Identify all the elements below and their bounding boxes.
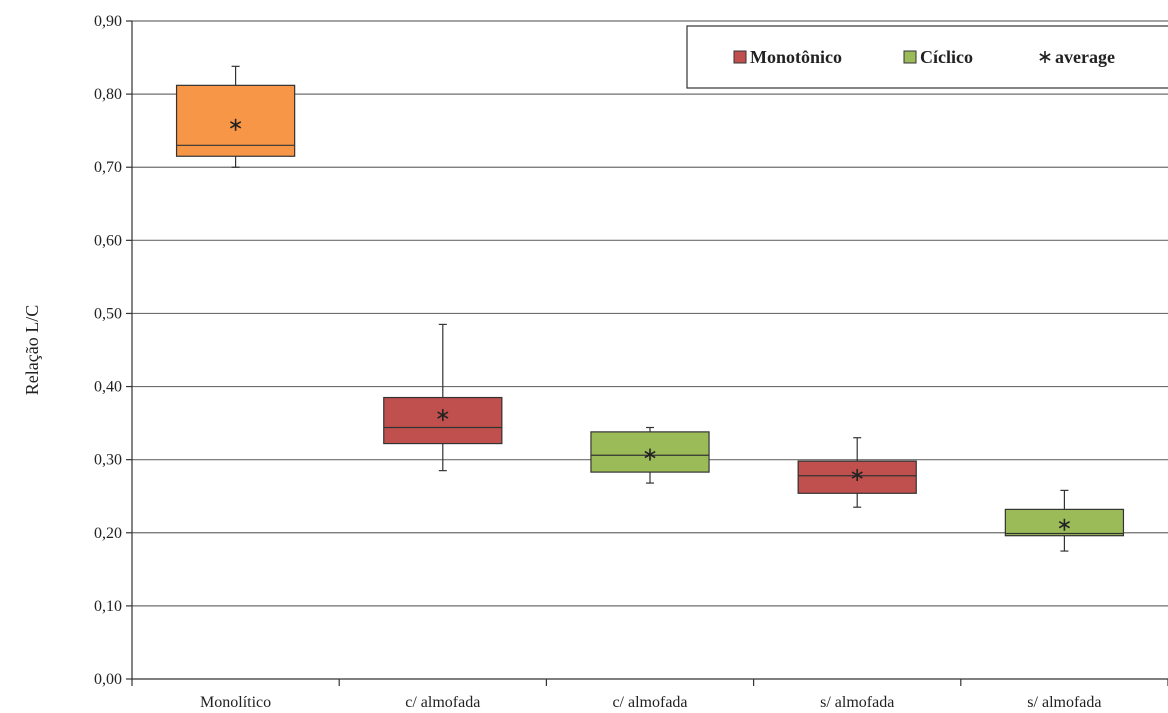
mean-marker (437, 409, 449, 422)
legend-items: Monotônico Cíclico average (733, 47, 1115, 67)
legend-frame (686, 25, 1168, 89)
box-2 (383, 323, 503, 472)
legend-swatch (733, 50, 747, 64)
asterisk-stroke (851, 471, 863, 479)
box-4 (797, 437, 917, 508)
y-tick-label: 0,60 (94, 232, 122, 249)
y-tick-label: 0,70 (94, 159, 122, 176)
box-5 (1004, 489, 1125, 552)
legend-label: Cíclico (920, 47, 973, 67)
legend-asterisk-icon (1039, 51, 1051, 63)
gridlines (132, 20, 1168, 607)
boxes (175, 65, 1125, 552)
asterisk-stroke (230, 121, 242, 129)
asterisk-stroke (1039, 53, 1051, 61)
legend-swatch (903, 50, 917, 64)
asterisk-stroke (437, 411, 449, 419)
x-tick-label: Monolítico (200, 694, 271, 711)
y-tick-label: 0,80 (94, 86, 122, 103)
legend-label: Monotônico (750, 47, 842, 67)
asterisk-stroke (644, 450, 656, 459)
x-tick-label: s/ almofada (1027, 694, 1101, 711)
y-tick-label: 0,10 (94, 598, 122, 615)
box-1 (175, 65, 296, 168)
x-tick-label: c/ almofada (612, 694, 687, 711)
y-tick-label: 0,90 (94, 13, 122, 30)
mean-marker (230, 118, 242, 131)
x-tick-label: c/ almofada (405, 694, 480, 711)
y-tick-label: 0,40 (94, 379, 122, 396)
legend: Monotônico Cíclico average (686, 25, 1168, 89)
y-axis-title: Relação L/C (22, 305, 42, 395)
x-tick-label: s/ almofada (820, 694, 894, 711)
y-tick-label: 0,50 (94, 305, 122, 322)
y-tick-label: 0,20 (94, 525, 122, 542)
asterisk-stroke (1058, 521, 1070, 529)
mean-marker (851, 469, 863, 482)
y-tick-label: 0,30 (94, 452, 122, 469)
x-axis-ticks: Monolítico c/ almofada c/ almofada s/ almof… (131, 679, 1168, 711)
y-axis-ticks: 0,00 0,10 0,20 0,30 0,40 0,50 0,60 0,70 0,80 0,90 (94, 13, 132, 688)
mean-marker (644, 448, 656, 461)
legend-label: average (1055, 47, 1115, 67)
mean-marker (1058, 518, 1070, 531)
box-3 (590, 426, 710, 484)
y-tick-label: 0,00 (94, 671, 122, 688)
